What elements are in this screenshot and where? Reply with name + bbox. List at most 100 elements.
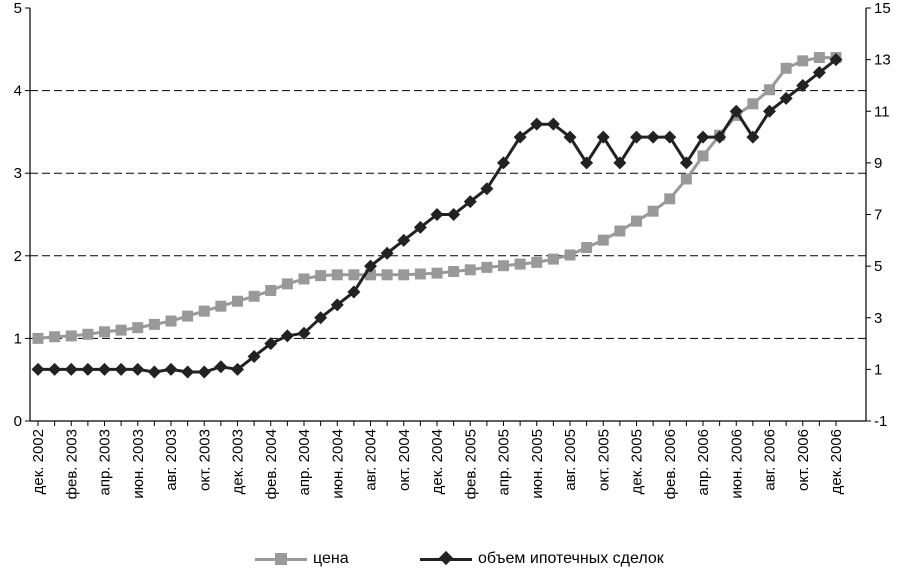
mortgage-volume-point bbox=[347, 285, 361, 299]
price-point bbox=[215, 300, 227, 312]
x-tick-label: окт. 2003 bbox=[196, 429, 213, 491]
x-tick-label: фев. 2005 bbox=[462, 429, 479, 499]
price-point bbox=[49, 331, 61, 343]
x-tick-label: окт. 2004 bbox=[396, 429, 413, 491]
price-point bbox=[481, 261, 493, 273]
price-point bbox=[514, 258, 526, 270]
price-point bbox=[464, 264, 476, 276]
mortgage-volume-point bbox=[796, 78, 810, 92]
price-point bbox=[132, 322, 144, 334]
legend: цена объем ипотечных сделок bbox=[0, 546, 906, 574]
price-point bbox=[448, 265, 460, 277]
price-point bbox=[115, 324, 127, 336]
price-point bbox=[365, 269, 376, 281]
price-point bbox=[315, 270, 327, 282]
mortgage-volume-point bbox=[596, 130, 610, 144]
price-point bbox=[148, 318, 160, 330]
mortgage-volume-point bbox=[214, 360, 228, 374]
price-point bbox=[32, 332, 44, 344]
price-point bbox=[614, 225, 626, 237]
mortgage-volume-point bbox=[480, 182, 494, 196]
mortgage-volume-point bbox=[48, 362, 62, 376]
x-tick-label: дек. 2003 bbox=[230, 429, 247, 494]
mortgage-volume-point bbox=[164, 362, 178, 376]
x-tick-label: дек. 2004 bbox=[429, 429, 446, 494]
mortgage-volume-point bbox=[546, 117, 560, 131]
mortgage-volume-point bbox=[646, 130, 660, 144]
price-point bbox=[414, 268, 426, 280]
x-tick-label: апр. 2006 bbox=[695, 429, 712, 496]
x-tick-label: дек. 2002 bbox=[30, 429, 47, 494]
y-left-tick-label: 1 bbox=[14, 330, 22, 347]
x-tick-label: апр. 2004 bbox=[296, 429, 313, 496]
y-left-tick-label: 4 bbox=[14, 83, 22, 100]
mortgage-volume-point bbox=[314, 311, 328, 325]
mortgage-volume-point bbox=[829, 53, 843, 67]
mortgage-volume-point bbox=[447, 208, 461, 221]
mortgage-volume-point bbox=[181, 365, 195, 379]
legend-swatch-price bbox=[255, 551, 307, 567]
mortgage-volume-point bbox=[197, 365, 211, 379]
y-right-tick-label: 9 bbox=[874, 155, 882, 172]
price-point bbox=[331, 269, 343, 281]
x-tick-label: авг. 2005 bbox=[562, 429, 579, 491]
y-left-tick-label: 3 bbox=[14, 165, 22, 182]
mortgage-volume-point bbox=[580, 156, 594, 170]
mortgage-volume-point bbox=[264, 337, 278, 351]
mortgage-volume-point bbox=[247, 349, 261, 363]
price-point bbox=[697, 150, 709, 162]
gridlines bbox=[30, 90, 866, 339]
price-point bbox=[381, 269, 393, 281]
mortgage-volume-point bbox=[679, 156, 693, 170]
legend-label-price: цена bbox=[313, 550, 349, 567]
price-point bbox=[680, 173, 692, 185]
mortgage-volume-point bbox=[713, 130, 727, 144]
mortgage-volume-point bbox=[147, 365, 161, 379]
axes bbox=[25, 7, 871, 426]
price-point bbox=[797, 55, 809, 67]
mortgage-volume-point bbox=[330, 298, 344, 312]
mortgage-volume-point bbox=[131, 362, 145, 376]
legend-label-mortgage-volume: объем ипотечных сделок bbox=[478, 550, 664, 567]
price-point bbox=[664, 193, 676, 205]
price-point bbox=[198, 305, 210, 317]
price-point bbox=[631, 215, 642, 227]
mortgage-volume-point bbox=[64, 362, 78, 376]
price-point bbox=[647, 205, 659, 217]
mortgage-volume-point bbox=[563, 130, 577, 144]
x-tick-label: дек. 2006 bbox=[828, 429, 845, 494]
mortgage-volume-point bbox=[729, 104, 743, 118]
mortgage-volume-point bbox=[463, 195, 477, 209]
mortgage-volume-point bbox=[231, 362, 244, 376]
price-point bbox=[232, 295, 243, 307]
price-point bbox=[182, 310, 194, 322]
x-tick-label: дек. 2005 bbox=[629, 429, 646, 494]
price-point bbox=[780, 62, 792, 74]
x-tick-label: фев. 2004 bbox=[263, 429, 280, 499]
price-point bbox=[281, 278, 293, 290]
mortgage-volume-point bbox=[663, 130, 677, 144]
y-right-tick-label: 1 bbox=[874, 361, 882, 378]
price-point bbox=[298, 273, 310, 285]
series-layer bbox=[31, 52, 843, 379]
y-right-tick-label: 7 bbox=[874, 207, 882, 224]
x-tick-label: окт. 2005 bbox=[595, 429, 612, 491]
mortgage-volume-point bbox=[763, 104, 776, 118]
mortgage-volume-point bbox=[413, 220, 427, 234]
price-point bbox=[764, 84, 775, 96]
price-point bbox=[431, 267, 443, 279]
mortgage-volume-point bbox=[630, 130, 643, 144]
legend-item-price: цена bbox=[255, 550, 349, 568]
price-point bbox=[813, 52, 825, 64]
mortgage-volume-point bbox=[430, 208, 444, 221]
price-point bbox=[348, 269, 360, 281]
x-tick-label: июн. 2006 bbox=[728, 429, 745, 499]
price-point bbox=[498, 260, 509, 272]
mortgage-volume-point bbox=[364, 259, 377, 273]
series-line-price bbox=[37, 56, 836, 340]
price-point bbox=[564, 249, 576, 261]
y-right-tick-label: 15 bbox=[874, 0, 891, 17]
mortgage-volume-point bbox=[497, 156, 510, 170]
